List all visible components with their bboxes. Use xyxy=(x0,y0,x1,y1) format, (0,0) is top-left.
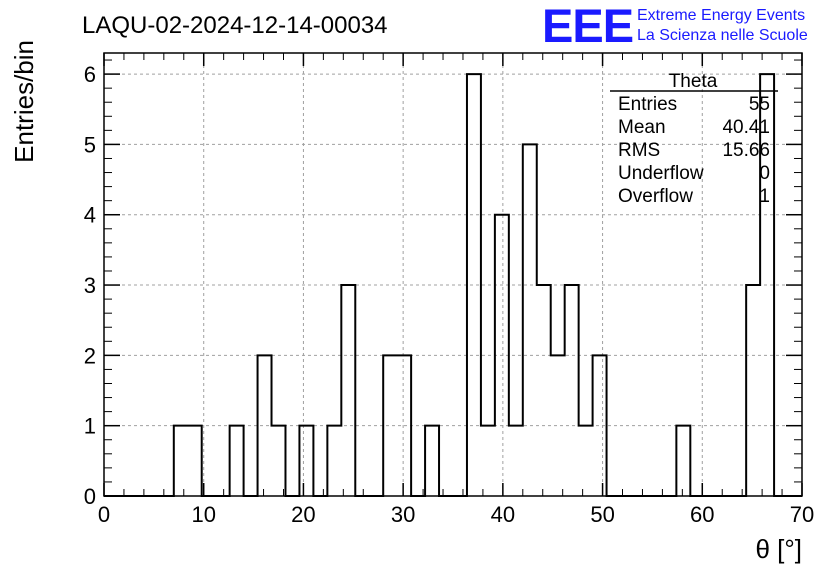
run-title: LAQU-02-2024-12-14-00034 xyxy=(82,12,388,39)
x-tick-label: 70 xyxy=(790,502,814,527)
x-tick-label: 40 xyxy=(491,502,515,527)
stats-value: 55 xyxy=(749,94,770,115)
stats-value: 1 xyxy=(759,186,770,207)
stats-box: Theta Entries 55 Mean 40.41 RMS 15.66 Underflo… xyxy=(610,71,778,207)
x-tick-label: 30 xyxy=(391,502,415,527)
axis-ticks xyxy=(103,53,803,497)
x-tick-label: 0 xyxy=(98,502,110,527)
eee-logo-letters: EEE xyxy=(542,0,633,52)
x-tick-label: 50 xyxy=(590,502,614,527)
plot-frame xyxy=(103,52,803,497)
stats-value: 0 xyxy=(759,163,770,184)
brand-line1: Extreme Energy Events xyxy=(637,7,805,24)
stats-label: Mean xyxy=(618,117,666,138)
y-tick-label: 0 xyxy=(84,484,96,509)
x-tick-label: 20 xyxy=(291,502,315,527)
y-tick-label: 5 xyxy=(84,132,96,157)
y-tick-label: 3 xyxy=(84,273,96,298)
stats-value: 15.66 xyxy=(722,140,770,161)
stats-label: RMS xyxy=(618,140,660,161)
y-axis-label: Entries/bin xyxy=(9,40,39,163)
eee-logo: EEE Extreme Energy Events La Scienza nel… xyxy=(542,0,808,52)
stats-label: Underflow xyxy=(618,163,704,184)
y-tick-label: 2 xyxy=(84,343,96,368)
stats-label: Entries xyxy=(618,94,677,115)
stats-label: Overflow xyxy=(618,186,693,207)
y-tick-label: 1 xyxy=(84,414,96,439)
x-tick-label: 60 xyxy=(690,502,714,527)
stats-rows: Entries 55 Mean 40.41 RMS 15.66 Underflow 0 Over… xyxy=(618,94,770,207)
stats-title: Theta xyxy=(669,71,718,92)
brand-line2: La Scienza nelle Scuole xyxy=(637,27,808,44)
x-tick-label: 10 xyxy=(191,502,215,527)
x-axis-label: θ [°] xyxy=(755,534,802,564)
y-tick-label: 4 xyxy=(84,203,96,228)
stats-value: 40.41 xyxy=(722,117,770,138)
y-tick-label: 6 xyxy=(84,62,96,87)
grid-lines xyxy=(104,53,802,496)
